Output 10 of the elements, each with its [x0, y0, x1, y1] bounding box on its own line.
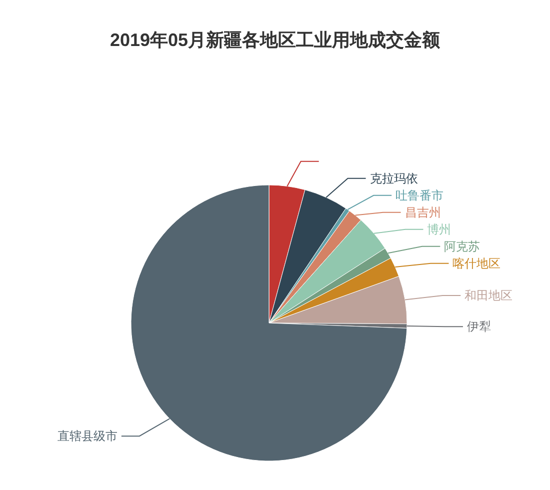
slice-label: 阿克苏: [444, 239, 480, 254]
slice-label: 吐鲁番市: [396, 188, 444, 202]
slice-label: 昌吉州: [404, 205, 441, 220]
slice-label: 喀什地区: [452, 256, 501, 270]
slice-label: 和田地区: [464, 288, 513, 302]
chart-title: 2019年05月新疆各地区工业用地成交金额: [110, 30, 442, 50]
slice-label: 克拉玛依: [370, 171, 418, 186]
slice-label: 直辖县级市: [57, 429, 118, 444]
slice-label: 伊犁: [466, 320, 491, 334]
slice-label: 博州: [427, 222, 452, 236]
